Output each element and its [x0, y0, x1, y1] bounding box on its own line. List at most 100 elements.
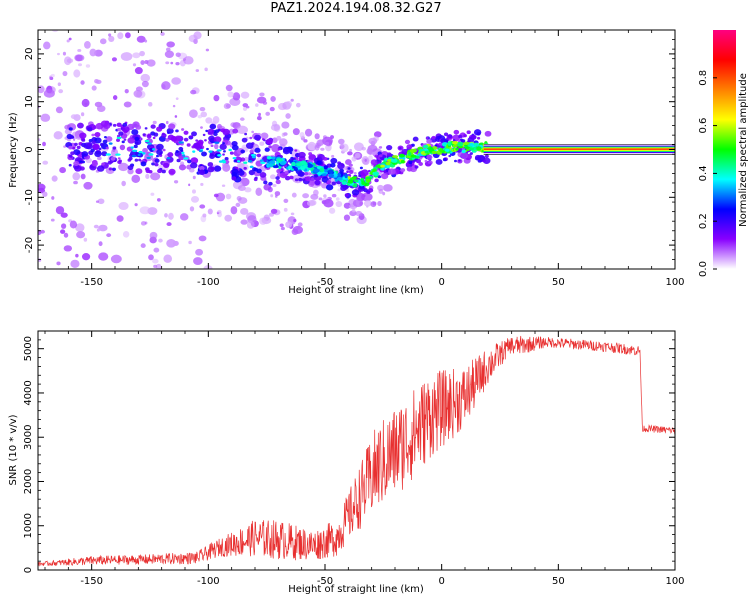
- spectral-band-blob: [142, 148, 148, 153]
- spectral-band-blob: [237, 169, 245, 176]
- spectral-noise-blob: [259, 141, 265, 146]
- spectral-band-blob: [116, 138, 121, 142]
- spectral-band-blob: [209, 153, 215, 159]
- spectral-band-blob: [310, 177, 315, 181]
- spectral-noise-blob: [260, 132, 269, 140]
- spectral-noise-blob: [270, 124, 280, 131]
- spectral-noise-blob: [175, 61, 180, 66]
- spectral-band-blob: [112, 167, 116, 171]
- colorbar-tick-label: 0.4: [698, 165, 709, 181]
- spectral-band-blob: [460, 152, 468, 159]
- spectral-noise-blob: [316, 139, 324, 147]
- spectral-band-blob: [68, 163, 72, 167]
- spectral-band-blob: [482, 159, 486, 163]
- spectral-noise-blob: [110, 254, 122, 264]
- spectral-noise-blob: [72, 172, 81, 181]
- spectral-band-blob: [259, 172, 267, 178]
- spectral-core-blob: [269, 160, 276, 165]
- spectral-noise-blob: [131, 174, 141, 184]
- spectral-noise-blob: [53, 131, 63, 140]
- spectral-band-blob: [112, 146, 117, 150]
- spectral-core-blob: [237, 160, 241, 163]
- spectral-noise-blob: [148, 254, 154, 261]
- spectral-noise-blob: [42, 141, 46, 147]
- spectral-band-blob: [131, 129, 139, 136]
- spectral-core-blob: [243, 161, 248, 164]
- spectral-band-blob: [150, 131, 156, 136]
- spectral-noise-blob: [69, 220, 78, 229]
- spectral-band-blob: [74, 142, 78, 146]
- spectral-band-blob: [190, 157, 199, 164]
- spectral-core-blob: [182, 154, 186, 157]
- spectral-noise-blob: [240, 219, 248, 225]
- spectral-band-blob: [199, 166, 205, 171]
- spectral-band-blob: [339, 168, 344, 173]
- spectral-band-blob: [256, 153, 262, 158]
- spectral-band-blob: [323, 157, 328, 161]
- spectral-band-blob: [121, 140, 125, 144]
- spectral-band-blob: [123, 138, 127, 141]
- spectral-noise-blob: [85, 64, 91, 68]
- spectrogram-y-ticks: -20 -10 0 10 20: [24, 29, 675, 270]
- spectral-noise-blob: [139, 50, 145, 57]
- spectral-noise-blob: [193, 31, 202, 40]
- spectrogram-y-axis-label: Frequency (Hz): [8, 112, 19, 188]
- spectral-noise-blob: [314, 144, 320, 151]
- spectral-band-blob: [207, 128, 215, 135]
- spectral-core-blob: [247, 160, 253, 163]
- spectral-noise-blob: [61, 223, 67, 229]
- spectral-noise-blob: [204, 67, 208, 72]
- spectral-noise-blob: [200, 182, 204, 187]
- spectral-band-blob: [412, 136, 419, 142]
- spectral-noise-blob: [51, 175, 58, 182]
- spectral-noise-blob: [166, 238, 177, 248]
- snr-y-tick-label: 3000: [23, 424, 34, 449]
- spectral-noise-blob: [108, 35, 115, 42]
- spectral-noise-blob: [76, 231, 86, 239]
- spectral-noise-blob: [148, 101, 153, 107]
- spectral-noise-blob: [225, 84, 233, 92]
- spectral-noise-blob: [270, 208, 278, 214]
- spectral-noise-blob: [70, 114, 78, 120]
- spectral-core-blob: [108, 142, 113, 145]
- spectral-noise-blob: [377, 201, 382, 207]
- spectral-noise-blob: [40, 113, 51, 122]
- spectral-band-blob: [140, 161, 147, 167]
- spectral-band-blob: [134, 158, 139, 162]
- spectral-band-blob: [232, 128, 239, 134]
- spectral-band-blob: [70, 151, 75, 156]
- spectral-noise-blob: [353, 142, 364, 151]
- spectral-noise-blob: [331, 154, 335, 158]
- spectral-noise-blob: [244, 156, 249, 162]
- spectral-band-blob: [263, 180, 268, 185]
- colorbar: 0.0 0.2 0.4 0.6 0.8 Normalized spectral ampl…: [698, 30, 749, 277]
- spectral-core-blob: [222, 160, 227, 164]
- spectral-noise-blob: [271, 143, 280, 153]
- snr-x-ticks: -150 -100 -50 0 50 100: [44, 331, 685, 587]
- spectral-noise-blob: [259, 217, 268, 225]
- spectral-noise-blob: [132, 63, 137, 67]
- spectral-band-blob: [76, 145, 81, 150]
- spectral-noise-blob: [149, 231, 158, 240]
- spectral-band-blob: [162, 148, 166, 152]
- spectral-core-blob: [152, 148, 156, 151]
- spectral-band-blob: [217, 128, 221, 132]
- spectral-noise-blob: [94, 79, 99, 84]
- spectral-noise-blob: [173, 180, 179, 184]
- spectral-core-blob: [391, 155, 399, 159]
- spectral-band-blob: [108, 167, 113, 171]
- spectral-band-blob: [183, 130, 189, 135]
- spectral-band-blob: [105, 146, 109, 150]
- colorbar-ticks: 0.0 0.2 0.4 0.6 0.8: [698, 70, 717, 277]
- spectral-band-blob: [241, 137, 248, 143]
- spectral-core-blob: [141, 152, 146, 155]
- spectral-band-blob: [101, 162, 105, 166]
- spectral-band-blob: [438, 142, 443, 147]
- snr-y-axis-label: SNR (10 * v/v): [8, 414, 19, 485]
- spectral-band-blob: [127, 137, 135, 144]
- spectral-band-blob: [317, 154, 325, 161]
- spectral-band-blob: [463, 134, 467, 138]
- spectral-band-blob: [377, 151, 382, 156]
